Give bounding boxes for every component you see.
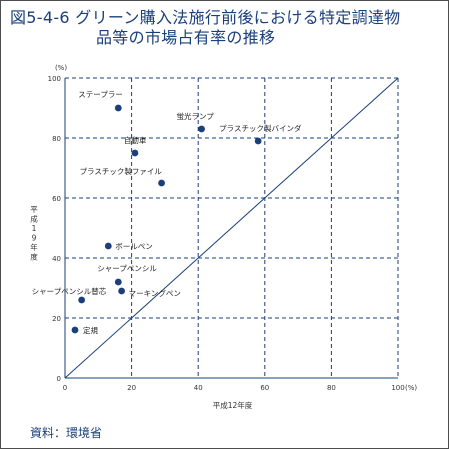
point-label: プラスチック製ファイル [80, 166, 163, 176]
tick-labels: 0 20 40 60 80 100 0 20 40 60 80 100 [48, 75, 405, 392]
diagonal-reference-line [64, 77, 399, 379]
y-tick-label-20: 20 [52, 315, 61, 323]
figure-title: 図5-4-6 グリーン購入法施行前後における特定調達物 品等の市場占有率の推移 [10, 8, 440, 48]
point-label: 自動車 [124, 135, 147, 145]
data-point [71, 326, 79, 334]
y-axis-label-char: 9 [32, 234, 37, 243]
axes [64, 78, 398, 379]
source-note: 資料：環境省 [30, 426, 103, 440]
x-axis-unit: (%) [405, 384, 417, 392]
x-tick-label-80: 80 [327, 384, 336, 392]
data-points [71, 104, 262, 334]
y-tick-label-100: 100 [48, 75, 61, 83]
point-label: ボールペン [115, 242, 153, 251]
x-tick-label-0: 0 [63, 384, 67, 392]
x-axis-label: 平成12年度 [213, 400, 253, 410]
x-tick-label-40: 40 [194, 384, 203, 392]
point-label: 蛍光ランプ [177, 111, 215, 121]
figure-title-line1: 図5-4-6 グリーン購入法施行前後における特定調達物 [10, 8, 401, 27]
grid-lines [65, 77, 399, 378]
y-tick-label-0: 0 [57, 375, 61, 383]
point-label: シャープペンシル [97, 264, 157, 273]
y-axis-label-char: 成 [30, 214, 38, 224]
point-label: ステープラー [78, 90, 123, 99]
data-point [118, 287, 126, 295]
x-tick-label-60: 60 [260, 384, 269, 392]
data-point [198, 125, 205, 133]
figure-title-line2: 品等の市場占有率の推移 [96, 28, 276, 47]
point-label: マーキングペン [129, 288, 181, 298]
y-axis-label-char: 度 [30, 252, 38, 262]
data-point [104, 242, 112, 250]
y-tick-label-60: 60 [52, 195, 61, 203]
data-point [114, 278, 122, 286]
point-label: プラスチック製バインダ [219, 123, 302, 133]
point-label: シャープペンシル替芯 [32, 286, 107, 296]
x-tick-label-100: 100 [391, 384, 404, 392]
data-point [254, 137, 262, 145]
point-labels: ステープラー蛍光ランププラスチック製バインダ自動車プラスチック製ファイルボールペ… [32, 90, 302, 335]
point-label: 定規 [83, 325, 98, 335]
x-tick-label-20: 20 [127, 384, 136, 392]
y-axis-label-char: 平 [30, 205, 38, 214]
data-point [158, 179, 165, 187]
y-tick-label-40: 40 [52, 255, 61, 263]
y-axis-label-char: 1 [32, 224, 37, 233]
data-point [131, 149, 139, 157]
y-axis-unit: (%) [55, 64, 67, 72]
y-axis-label-char: 年 [30, 242, 38, 252]
data-point [78, 296, 86, 304]
y-tick-label-80: 80 [52, 135, 61, 143]
data-point [114, 104, 122, 112]
